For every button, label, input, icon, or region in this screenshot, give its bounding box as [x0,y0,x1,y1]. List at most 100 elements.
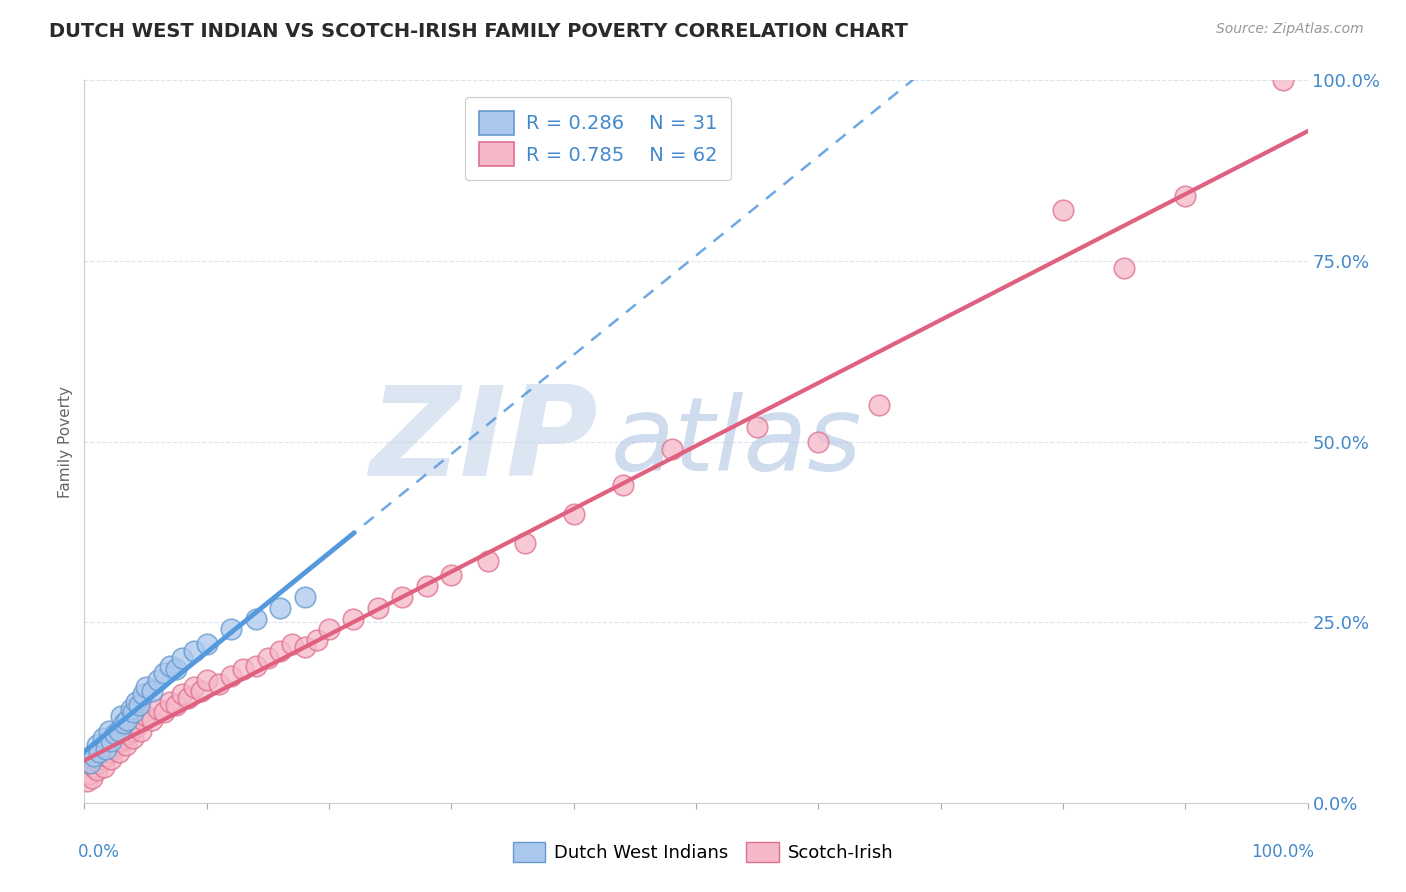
Point [342,611,364,625]
Point [269,600,291,615]
Point [96,748,118,763]
Point [141,713,163,727]
Point [1174,189,1197,203]
Point [269,644,291,658]
Point [122,731,145,745]
Point [477,554,499,568]
Point [183,680,205,694]
Point [318,623,340,637]
Point [1272,73,1295,87]
Point [183,644,205,658]
Point [135,680,157,694]
Point [294,590,316,604]
Point [107,723,129,738]
Text: 100.0%: 100.0% [1251,843,1313,861]
Point [1114,261,1136,276]
Point [245,611,267,625]
Point [104,727,127,741]
Point [97,745,120,759]
Point [177,691,200,706]
Point [165,698,187,713]
Point [107,745,129,759]
Point [1052,203,1074,218]
Point [172,687,194,701]
Point [120,702,142,716]
Point [661,442,683,456]
Point [416,579,439,593]
Point [122,706,145,720]
Point [91,731,114,745]
Point [807,434,830,449]
Point [77,767,100,781]
Point [141,683,163,698]
Point [367,600,389,615]
Point [86,764,108,778]
Text: Source: ZipAtlas.com: Source: ZipAtlas.com [1216,22,1364,37]
Point [112,731,135,745]
Point [100,734,122,748]
Point [135,709,157,723]
Point [127,716,149,731]
Point [86,738,108,752]
Point [120,723,142,738]
Point [146,702,169,716]
Point [159,695,181,709]
Point [195,637,218,651]
Point [281,637,304,651]
Point [110,734,132,748]
Point [513,535,536,549]
Point [128,698,150,713]
Text: atlas: atlas [610,392,862,491]
Point [115,713,138,727]
Point [165,662,187,676]
Point [90,752,112,766]
Point [612,478,634,492]
Point [132,713,155,727]
Legend: R = 0.286    N = 31, R = 0.785    N = 62: R = 0.286 N = 31, R = 0.785 N = 62 [465,97,731,179]
Point [112,716,135,731]
Point [110,709,132,723]
Point [153,706,176,720]
Point [125,720,148,734]
Point [172,651,194,665]
Point [219,623,242,637]
Point [146,673,169,687]
Point [391,590,413,604]
Point [103,741,125,756]
Point [305,633,328,648]
Point [76,774,98,789]
Point [440,568,463,582]
Point [97,723,120,738]
Point [93,760,115,774]
Point [257,651,280,665]
Point [159,658,181,673]
Point [195,673,218,687]
Point [208,676,231,690]
Point [869,398,891,412]
Text: 0.0%: 0.0% [79,843,120,861]
Point [117,727,139,741]
Point [294,640,316,655]
Point [129,723,152,738]
Point [87,745,110,759]
Point [219,669,242,683]
Point [96,741,118,756]
Point [190,683,212,698]
Point [105,738,128,752]
Text: DUTCH WEST INDIAN VS SCOTCH-IRISH FAMILY POVERTY CORRELATION CHART: DUTCH WEST INDIAN VS SCOTCH-IRISH FAMILY… [49,22,908,41]
Point [232,662,254,676]
Point [245,658,267,673]
Point [747,420,769,434]
Point [125,695,148,709]
Legend: Dutch West Indians, Scotch-Irish: Dutch West Indians, Scotch-Irish [505,835,901,870]
Y-axis label: Family Poverty: Family Poverty [58,385,73,498]
Point [562,507,585,521]
Point [115,738,138,752]
Point [83,748,105,763]
Point [87,756,110,770]
Point [100,752,122,766]
Point [153,665,176,680]
Text: ZIP: ZIP [370,381,598,502]
Point [79,756,101,770]
Point [80,771,103,785]
